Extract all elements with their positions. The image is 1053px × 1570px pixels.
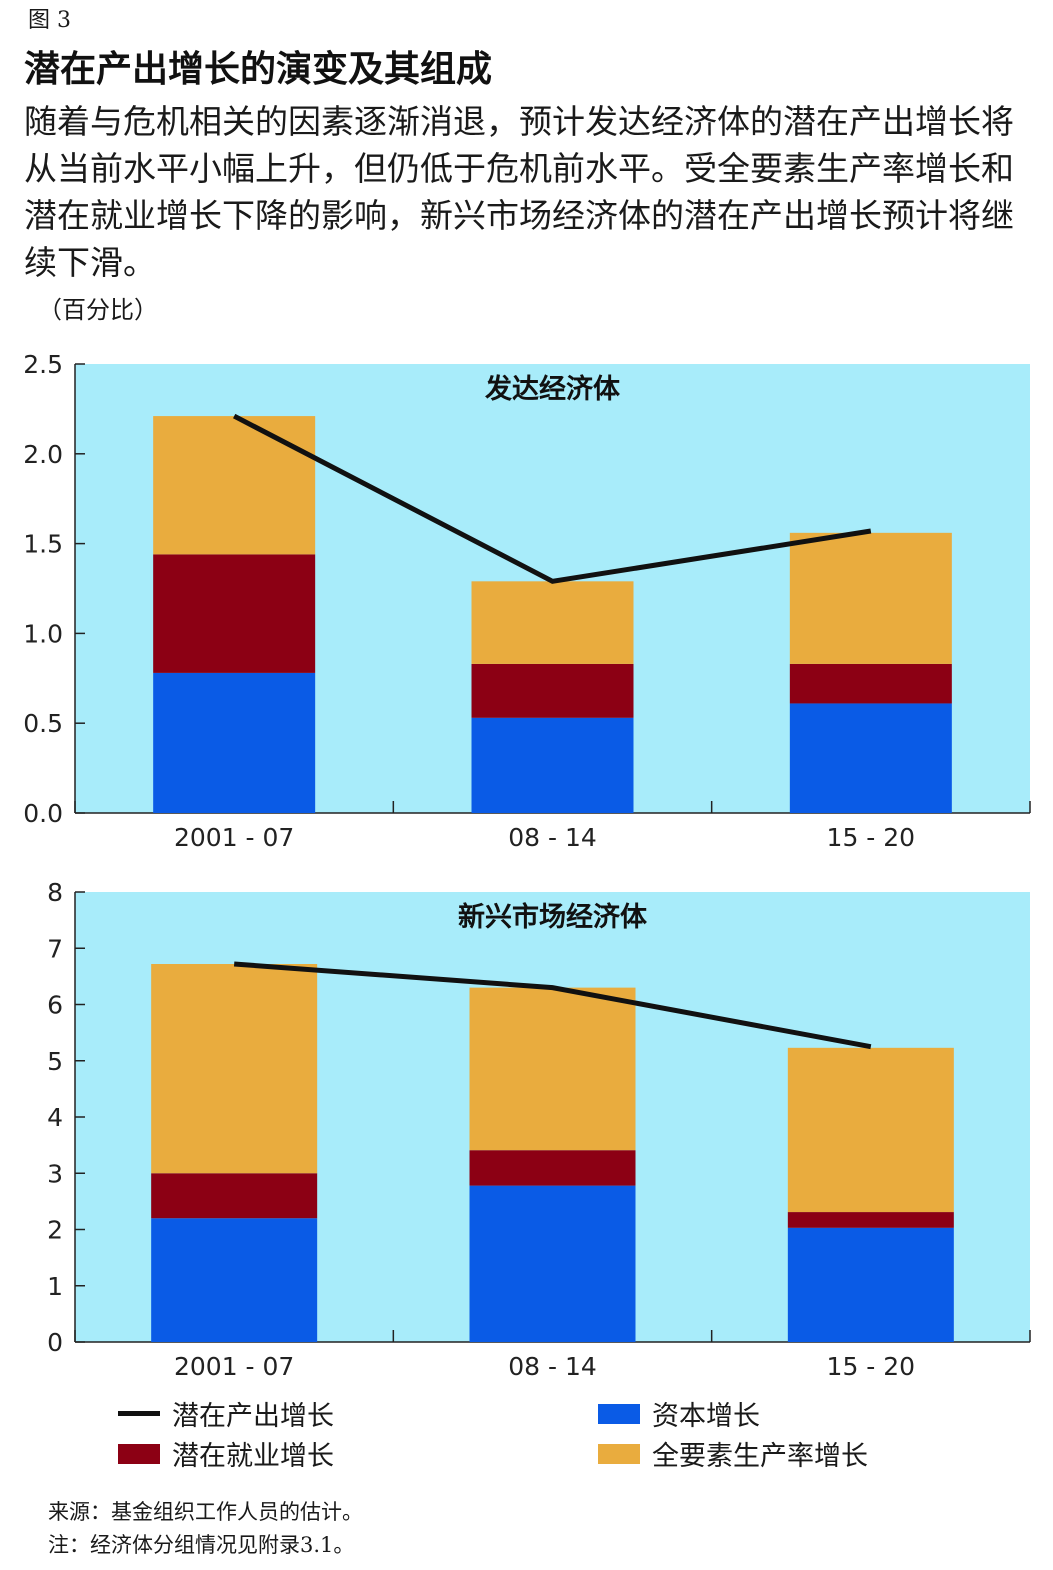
legend-swatch-tfp [598,1443,640,1464]
y-tick-label: 1.0 [23,619,63,648]
bar-tfp [151,964,318,1174]
bar-tfp [789,532,952,664]
legend-label-potential: 潜在产出增长 [172,1401,334,1432]
bar-tfp [471,581,634,664]
y-tick-label: 7 [47,934,63,963]
bar-employment [469,1150,636,1186]
legend-item-potential: 潜在产出增长 [118,1394,334,1433]
y-tick-label: 4 [47,1103,63,1132]
source-note: 来源：基金组织工作人员的估计。 [48,1500,363,1524]
emerging-economies-chart: 新兴市场经济体 0 1 2 3 4 5 6 7 8 2001 - 07 08 - 14 15 - 20 [47,878,1031,1381]
legend: 潜在产出增长 潜在就业增长 资本增长 全要素生产率增长 [0,1388,1053,1478]
bar-capital [153,672,316,813]
bar-capital [787,1227,954,1342]
y-tick-label: 6 [47,991,63,1020]
bar-tfp [787,1047,954,1213]
bar-capital [471,717,634,813]
figure-label: 图 3 [28,8,71,33]
legend-item-employment: 潜在就业增长 [118,1434,334,1473]
x-tick-label: 15 - 20 [827,823,916,852]
x-tick-label: 08 - 14 [508,1352,597,1381]
notes: 来源：基金组织工作人员的估计。 注：经济体分组情况见附录3.1。 [48,1496,363,1562]
figure-description: 随着与危机相关的因素逐渐消退，预计发达经济体的潜在产出增长将从当前水平小幅上升，… [24,102,1014,282]
bar-employment [153,554,316,673]
y-tick-label: 0 [47,1328,63,1357]
y-tick-label: 1 [47,1272,63,1301]
y-tick-label: 0.5 [23,709,63,738]
legend-label-employment: 潜在就业增长 [172,1441,334,1472]
y-tick-label: 8 [47,878,63,907]
y-tick-label: 5 [47,1047,63,1076]
bar-capital [151,1218,318,1342]
bar-tfp [469,987,636,1151]
y-tick-label: 3 [47,1159,63,1188]
x-tick-label: 2001 - 07 [174,1352,294,1381]
bar-capital [469,1185,636,1342]
unit-label: （百分比） [38,296,158,324]
legend-label-capital: 资本增长 [652,1401,760,1432]
x-tick-label: 2001 - 07 [174,823,294,852]
footnote: 注：经济体分组情况见附录3.1。 [48,1533,355,1557]
legend-swatch-capital [598,1403,640,1424]
legend-item-tfp: 全要素生产率增长 [598,1434,868,1473]
legend-item-capital: 资本增长 [598,1394,760,1433]
bar-employment [471,663,634,718]
bar-employment [151,1173,318,1219]
bar-tfp [153,416,316,555]
advanced-economies-chart: 发达经济体 0.0 0.5 1.0 1.5 2.0 2.5 2001 - 07 08 - 14 1… [23,350,1031,852]
legend-label-tfp: 全要素生产率增长 [652,1441,868,1472]
potential-output-line [233,961,872,1050]
bar-employment [789,663,952,704]
bar-employment [787,1212,954,1228]
figure-title: 潜在产出增长的演变及其组成 [24,49,493,90]
y-tick-label: 0.0 [23,799,63,828]
y-tick-label: 2 [47,1216,63,1245]
y-tick-label: 2.0 [23,440,63,469]
bar-capital [789,703,952,813]
x-tick-label: 15 - 20 [827,1352,916,1381]
panel-title: 新兴市场经济体 [458,901,648,933]
x-tick-label: 08 - 14 [508,823,597,852]
y-tick-label: 2.5 [23,350,63,379]
y-tick-label: 1.5 [23,530,63,559]
legend-swatch-employment [118,1443,160,1464]
legend-swatch-potential [118,1411,160,1416]
panel-title: 发达经济体 [484,373,621,405]
potential-output-line [233,413,872,584]
